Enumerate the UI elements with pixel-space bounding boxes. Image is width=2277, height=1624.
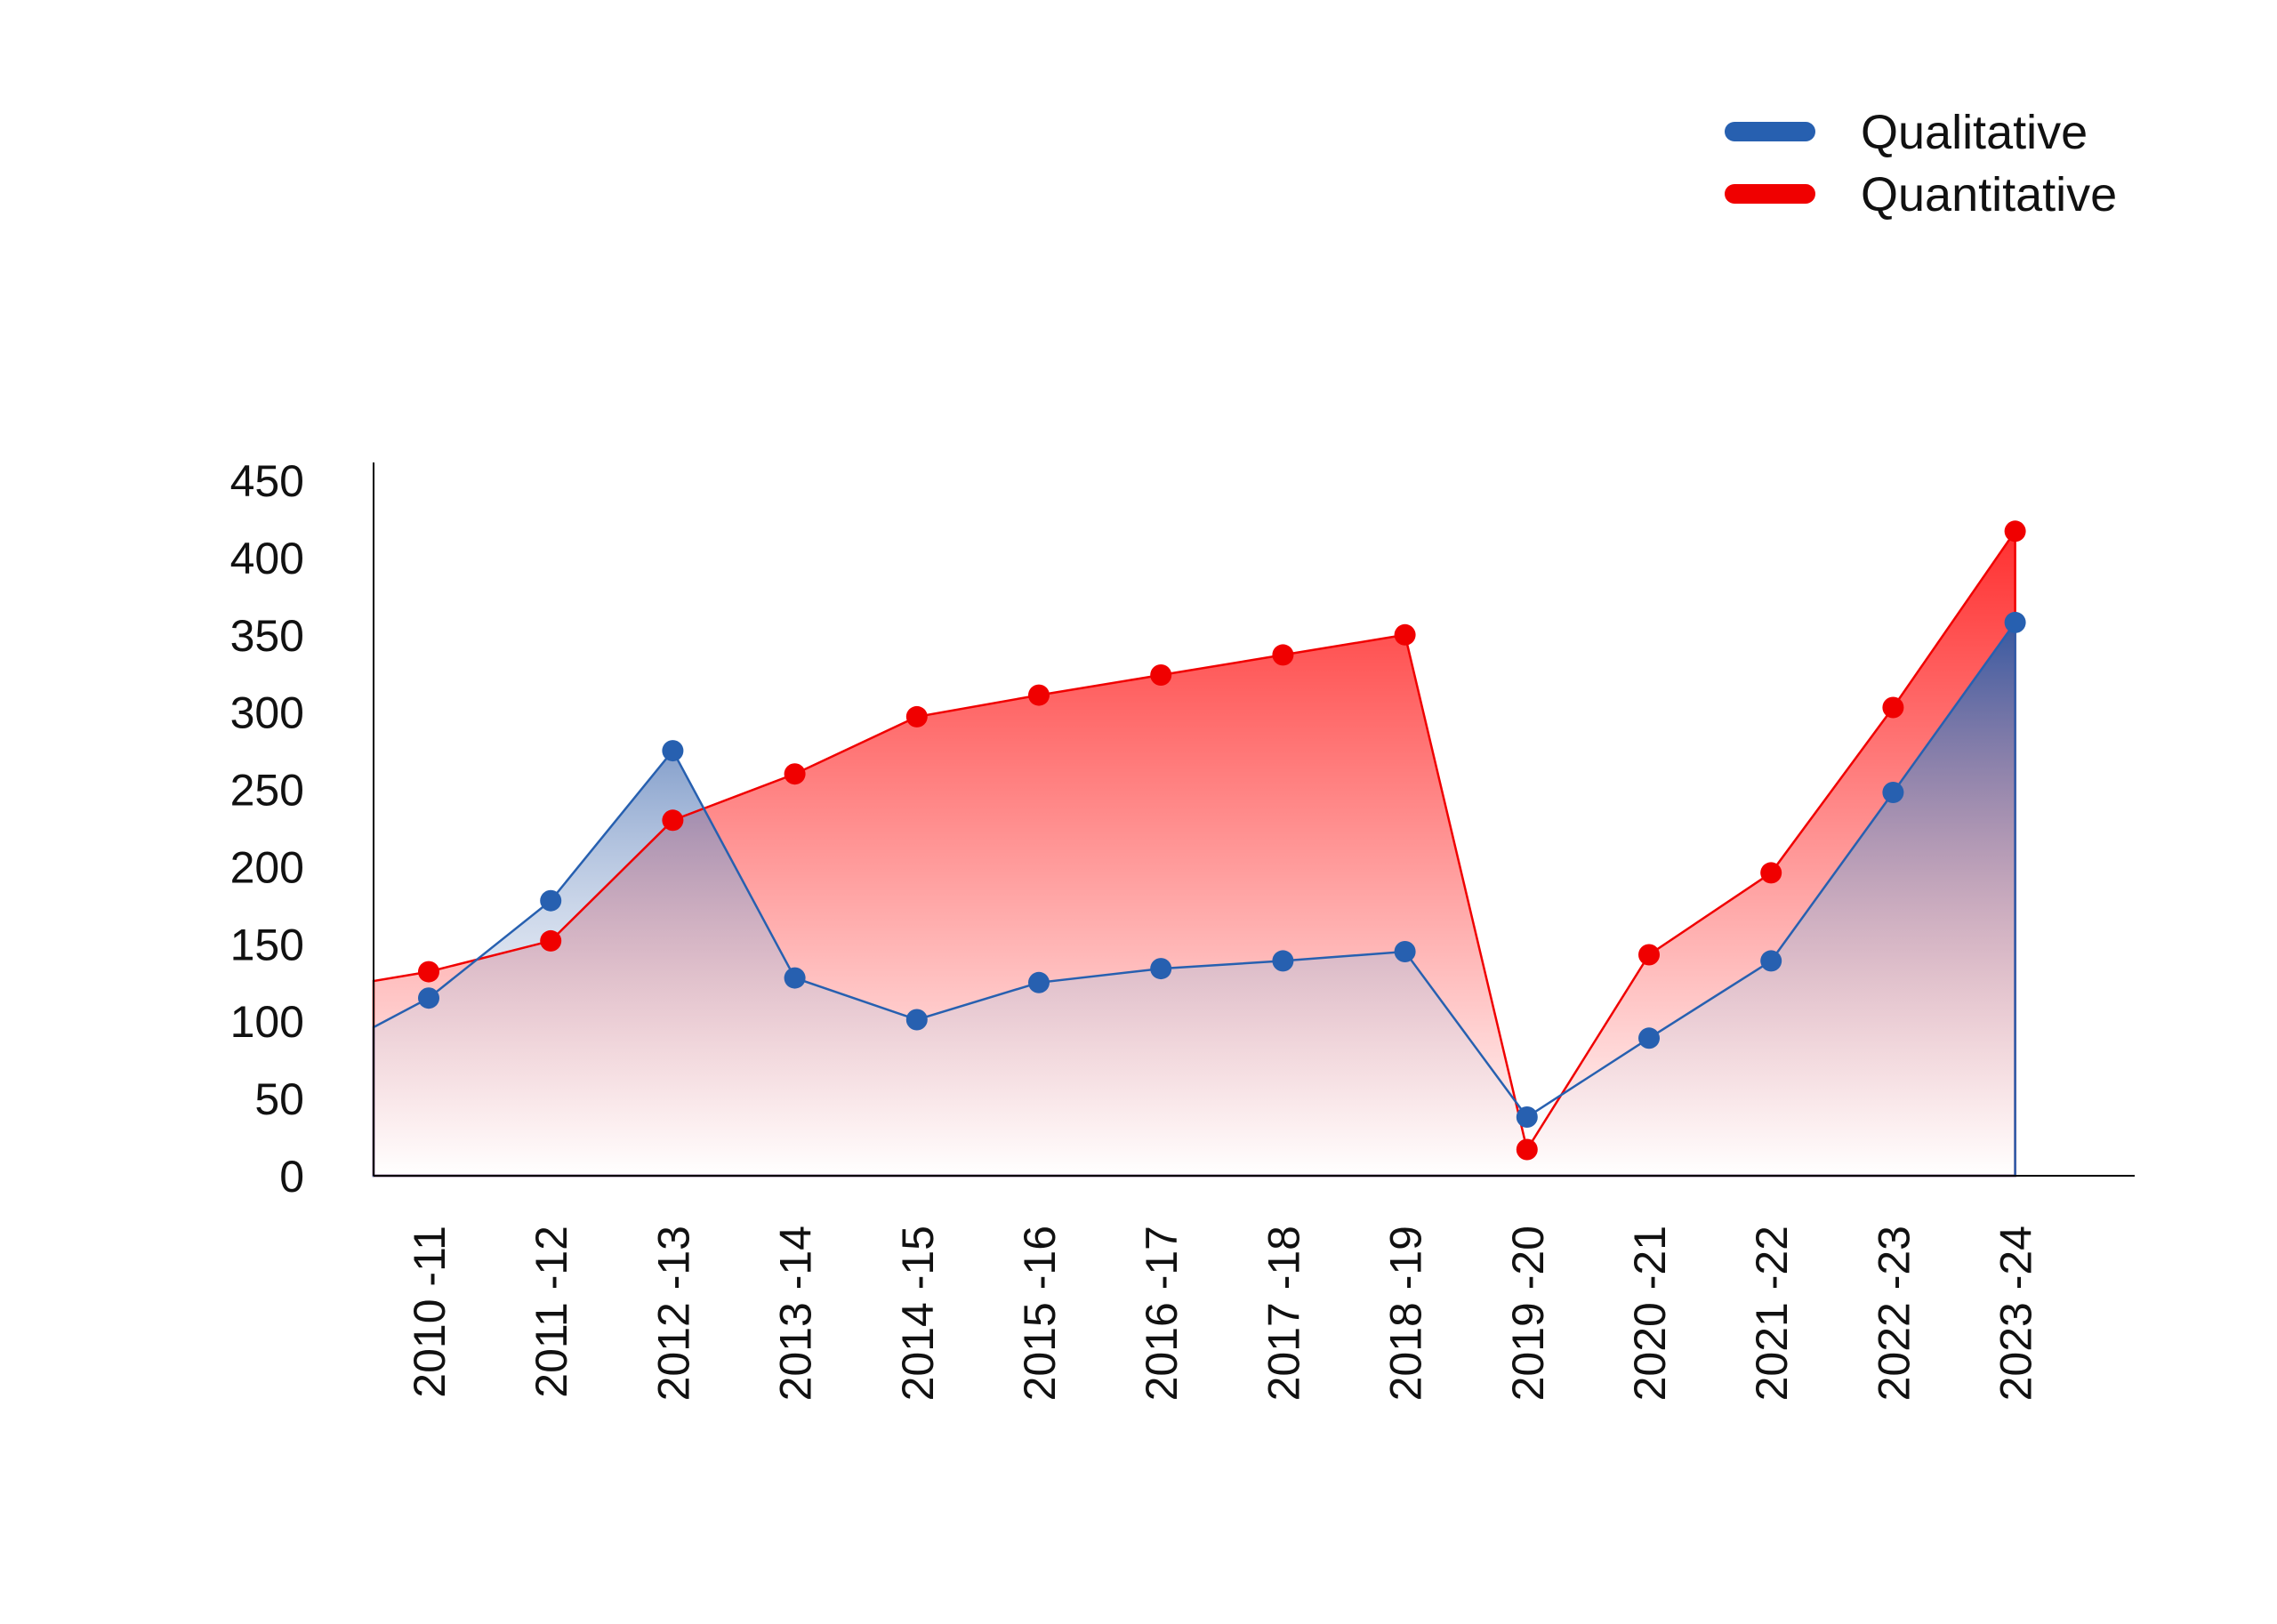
x-tick-label: 2020 -21: [1625, 1226, 1675, 1401]
legend-label-quantitative: Quantitative: [1861, 168, 2117, 221]
x-tick-label: 2018 -19: [1381, 1226, 1431, 1401]
y-tick-label: 300: [230, 688, 304, 738]
y-tick-label: 400: [230, 534, 304, 583]
legend: Qualitative Quantitative: [1725, 106, 2117, 221]
x-tick-label: 2021 -22: [1747, 1226, 1797, 1401]
point-quantitative: [2004, 520, 2026, 543]
x-tick-label: 2017 -18: [1259, 1226, 1308, 1401]
point-qualitative: [2004, 611, 2026, 633]
line-quantitative: [372, 527, 2016, 1178]
x-tick-label: 2019 -20: [1503, 1226, 1553, 1401]
point-quantitative: [1760, 862, 1782, 884]
point-quantitative: [662, 809, 684, 832]
point-qualitative: [540, 889, 562, 912]
point-quantitative: [1882, 696, 1904, 719]
point-qualitative: [662, 740, 684, 762]
x-tick-label: 2011 -12: [527, 1226, 576, 1398]
point-qualitative: [1150, 958, 1172, 980]
point-qualitative: [1638, 1027, 1660, 1049]
x-tick-label: 2013 -14: [771, 1226, 821, 1401]
y-tick-label: 100: [230, 997, 304, 1047]
area-qualitative: [374, 622, 2016, 1176]
point-qualitative: [1394, 941, 1416, 962]
point-quantitative: [540, 929, 562, 952]
x-tick-label: 2015 -16: [1015, 1226, 1065, 1401]
point-qualitative: [1882, 782, 1904, 803]
point-qualitative: [1760, 950, 1782, 972]
point-qualitative: [1272, 950, 1294, 972]
point-quantitative: [1272, 644, 1294, 666]
point-quantitative: [905, 705, 928, 728]
point-quantitative: [1150, 664, 1172, 686]
point-quantitative: [784, 763, 806, 785]
y-tick-label: 150: [230, 920, 304, 969]
y-tick-label: 450: [230, 456, 304, 506]
point-qualitative: [905, 1009, 928, 1031]
x-tick-label: 2022 -23: [1869, 1226, 1919, 1401]
x-tick-label: 2014 -15: [893, 1226, 943, 1401]
x-tick-label: 2012 -13: [648, 1226, 698, 1401]
y-tick-label: 50: [254, 1074, 304, 1124]
point-qualitative: [784, 967, 806, 989]
point-quantitative: [1394, 623, 1416, 646]
y-tick-label: 350: [230, 611, 304, 661]
point-qualitative: [1516, 1106, 1538, 1128]
y-tick-label: 200: [230, 842, 304, 892]
point-quantitative: [1028, 684, 1050, 706]
x-tick-label: 2023 -24: [1991, 1226, 2041, 1401]
point-quantitative: [1638, 944, 1660, 966]
x-tick-label: 2016 -17: [1137, 1226, 1187, 1401]
y-tick-label: 0: [279, 1152, 304, 1202]
legend-label-qualitative: Qualitative: [1861, 106, 2088, 159]
y-tick-label: 250: [230, 766, 304, 816]
x-tick-label: 2010 -11: [405, 1226, 455, 1398]
point-qualitative: [1028, 971, 1050, 993]
point-quantitative: [418, 961, 439, 983]
point-quantitative: [1516, 1138, 1538, 1161]
line-qualitative: [372, 619, 2016, 1178]
point-qualitative: [418, 987, 439, 1009]
